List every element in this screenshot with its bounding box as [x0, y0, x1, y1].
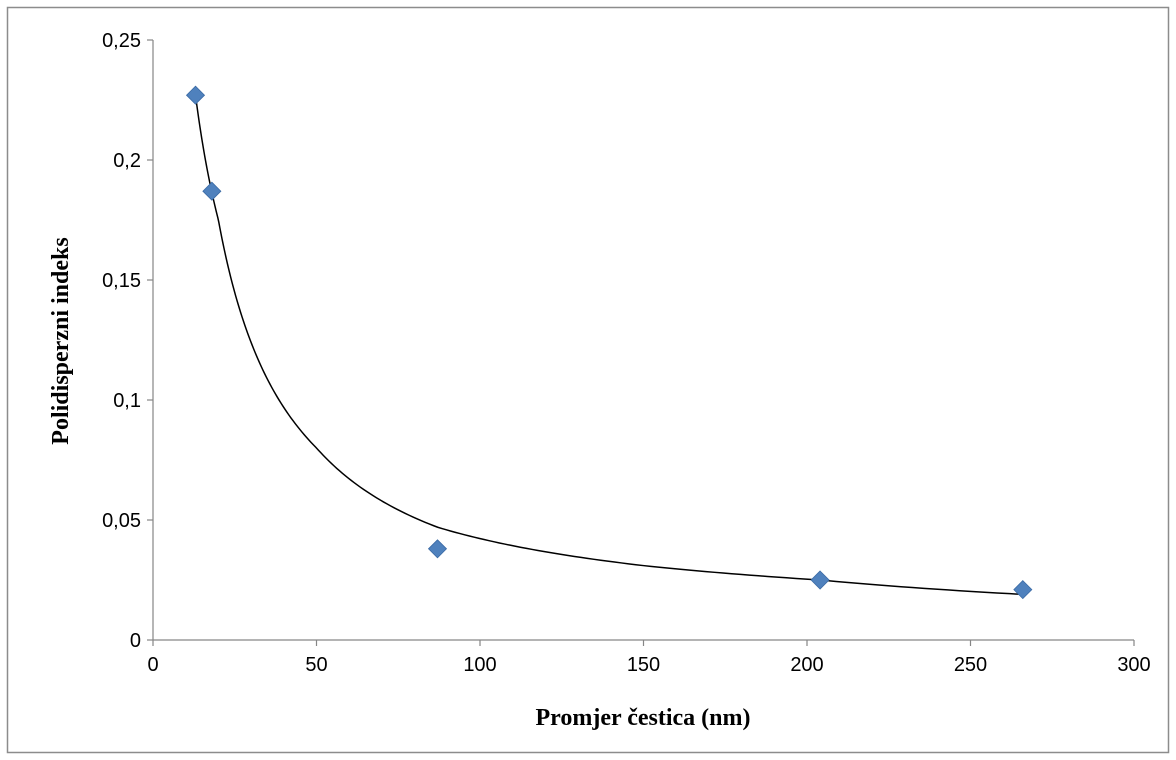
- x-tick-label: 100: [463, 654, 496, 676]
- x-tick-label: 250: [954, 654, 987, 676]
- y-tick-label: 0,15: [102, 270, 141, 292]
- data-points: [185, 85, 1033, 600]
- y-axis-title: Polidisperzni indeks: [48, 237, 74, 444]
- y-tick-label: 0,2: [113, 150, 141, 172]
- data-point: [202, 181, 222, 201]
- y-tick-label: 0,1: [113, 390, 141, 412]
- chart-border: [6, 6, 1170, 754]
- y-tick-label: 0,25: [102, 30, 141, 52]
- data-point: [810, 570, 830, 590]
- x-tick-label: 300: [1117, 654, 1150, 676]
- data-point: [185, 85, 206, 105]
- trendline-group: [194, 95, 1023, 596]
- y-tick-label: 0,05: [102, 510, 141, 532]
- trendline: [194, 95, 1023, 596]
- data-point: [427, 539, 448, 559]
- y-tick-label: 0: [130, 630, 141, 652]
- x-tick-label: 200: [790, 654, 823, 676]
- axes: 0 50 100 150 200 250 300 0 0,05 0,1 0,15 0,2 0,25: [102, 30, 1151, 676]
- x-tick-label: 50: [305, 654, 327, 676]
- x-tick-label: 150: [627, 654, 660, 676]
- data-point: [1013, 580, 1033, 600]
- x-tick-label: 0: [147, 654, 158, 676]
- x-axis-title: Promjer čestica (nm): [535, 705, 750, 731]
